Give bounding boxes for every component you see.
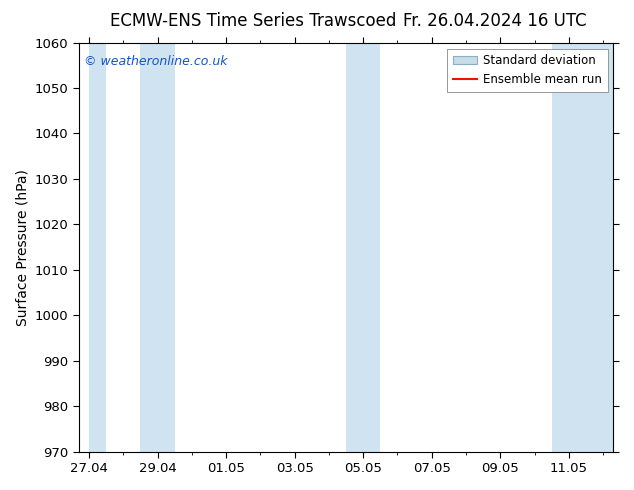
Bar (552, 43, 614, 452)
Text: © weatheronline.co.uk: © weatheronline.co.uk (84, 55, 228, 68)
Text: ECMW-ENS Time Series Trawscoed: ECMW-ENS Time Series Trawscoed (110, 12, 397, 30)
Bar (89, 43, 106, 452)
Text: Fr. 26.04.2024 16 UTC: Fr. 26.04.2024 16 UTC (403, 12, 586, 30)
Bar (346, 43, 380, 452)
Y-axis label: Surface Pressure (hPa): Surface Pressure (hPa) (15, 169, 29, 325)
Legend: Standard deviation, Ensemble mean run: Standard deviation, Ensemble mean run (448, 49, 607, 92)
Bar (140, 43, 175, 452)
